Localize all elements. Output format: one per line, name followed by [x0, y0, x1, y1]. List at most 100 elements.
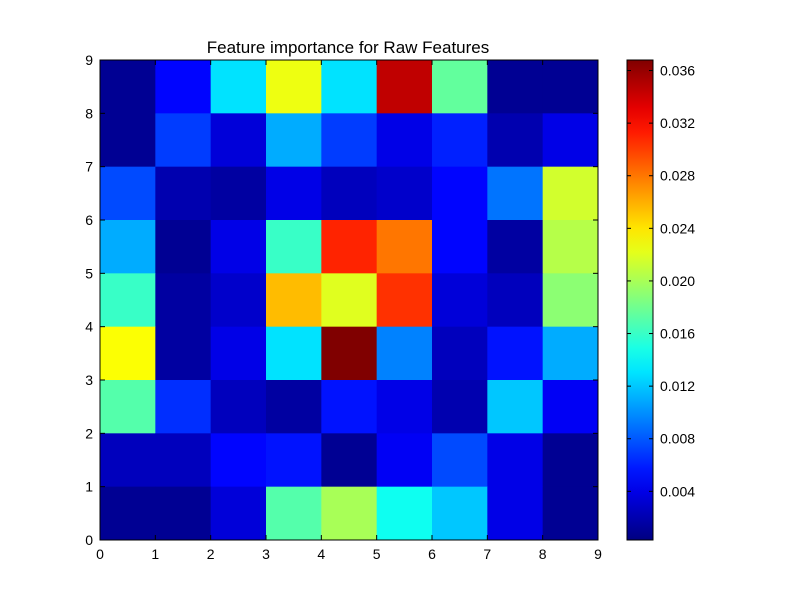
y-tick-label: 0 — [85, 532, 93, 548]
heatmap-cell — [266, 433, 322, 488]
colorbar-scale — [626, 59, 654, 541]
colorbar-tick-label: 0.020 — [660, 273, 695, 289]
heatmap-cell — [210, 486, 267, 541]
colorbar-tick-label: 0.032 — [660, 115, 695, 131]
heatmap-cell — [100, 113, 156, 168]
heatmap-cell — [100, 273, 156, 328]
y-tick-label: 6 — [85, 212, 93, 228]
heatmap-cell — [432, 60, 488, 114]
heatmap-cell — [155, 380, 212, 434]
y-axis-ticks: 0 1 2 3 4 5 6 7 8 9 — [85, 52, 598, 548]
heatmap-cell — [376, 486, 433, 541]
heatmap-cell — [542, 113, 599, 168]
heatmap-cell — [432, 273, 488, 328]
heatmap-cell — [100, 326, 156, 381]
y-tick-label: 2 — [85, 425, 93, 441]
heatmap-cell — [210, 166, 267, 221]
heatmap-cell — [100, 166, 156, 221]
heatmap-cell — [487, 433, 544, 488]
heatmap-cell — [376, 326, 433, 381]
heatmap-cell — [487, 380, 544, 434]
heatmap-cell — [376, 433, 433, 488]
heatmap-cell — [542, 486, 599, 541]
colorbar — [626, 59, 654, 541]
heatmap-cell — [266, 220, 322, 274]
heatmap-cell — [100, 60, 156, 114]
heatmap-cell — [487, 273, 544, 328]
heatmap-cell — [321, 380, 378, 434]
heatmap-cell — [100, 433, 156, 488]
heatmap-cell — [542, 326, 599, 381]
heatmap-cell — [542, 166, 599, 221]
colorbar-tick-label: 0.008 — [660, 431, 695, 447]
colorbar-tick-label: 0.024 — [660, 220, 695, 236]
y-tick-label: 3 — [85, 372, 93, 388]
x-tick-label: 4 — [317, 546, 325, 562]
x-tick-label: 2 — [207, 546, 215, 562]
x-tick-label: 8 — [539, 546, 547, 562]
heatmap-cell — [542, 273, 599, 328]
heatmap-cell — [321, 273, 378, 328]
colorbar-tick-label: 0.016 — [660, 326, 695, 342]
heatmap-cell — [210, 220, 267, 274]
heatmap-cell — [100, 380, 156, 434]
plot-axes — [99, 59, 599, 541]
heatmap-cell — [376, 273, 433, 328]
heatmap-cell — [432, 220, 488, 274]
heatmap-cell — [321, 433, 378, 488]
heatmap-cell — [100, 220, 156, 274]
heatmap-cell — [155, 326, 212, 381]
heatmap-cell — [376, 113, 433, 168]
heatmap-cell — [266, 380, 322, 434]
heatmap-cell — [487, 220, 544, 274]
heatmap-cell — [155, 113, 212, 168]
heatmap-cell — [155, 220, 212, 274]
heatmap-cell — [432, 380, 488, 434]
colorbar-ticks: 0.004 0.008 0.012 0.016 0.020 0.024 0.028 0.032… — [627, 63, 695, 499]
heatmap-cell — [155, 433, 212, 488]
heatmap-cell — [100, 486, 156, 541]
heatmap-cell — [321, 486, 378, 541]
heatmap-cell — [321, 113, 378, 168]
y-tick-label: 1 — [85, 479, 93, 495]
heatmap-cell — [266, 60, 322, 114]
heatmap-cell — [432, 433, 488, 488]
heatmap-cell — [321, 166, 378, 221]
heatmap-cell — [266, 326, 322, 381]
heatmap-cells — [100, 60, 599, 541]
heatmap-cell — [376, 166, 433, 221]
heatmap-cell — [210, 273, 267, 328]
heatmap-cell — [432, 166, 488, 221]
x-tick-label: 7 — [483, 546, 491, 562]
heatmap-cell — [432, 326, 488, 381]
heatmap-cell — [210, 326, 267, 381]
y-tick-label: 9 — [85, 52, 93, 68]
heatmap-cell — [210, 380, 267, 434]
heatmap-cell — [542, 380, 599, 434]
heatmap-cell — [321, 220, 378, 274]
x-tick-label: 1 — [151, 546, 159, 562]
x-axis-ticks: 0 1 2 3 4 5 6 7 8 9 — [96, 60, 602, 562]
heatmap-cell — [487, 113, 544, 168]
heatmap-cell — [321, 60, 378, 114]
heatmap-cell — [542, 433, 599, 488]
heatmap-cell — [542, 60, 599, 114]
y-tick-label: 8 — [85, 105, 93, 121]
heatmap-cell — [432, 113, 488, 168]
heatmap-cell — [487, 326, 544, 381]
y-tick-label: 4 — [85, 319, 93, 335]
heatmap-cell — [266, 113, 322, 168]
y-tick-label: 7 — [85, 159, 93, 175]
heatmap-cell — [432, 486, 488, 541]
heatmap-cell — [266, 486, 322, 541]
heatmap-cell — [266, 273, 322, 328]
heatmap-cell — [487, 166, 544, 221]
x-tick-label: 0 — [96, 546, 104, 562]
heatmap-cell — [376, 60, 433, 114]
y-tick-label: 5 — [85, 265, 93, 281]
chart-title: Feature importance for Raw Features — [207, 38, 490, 57]
x-tick-label: 5 — [373, 546, 381, 562]
heatmap-cell — [376, 220, 433, 274]
colorbar-tick-label: 0.028 — [660, 168, 695, 184]
